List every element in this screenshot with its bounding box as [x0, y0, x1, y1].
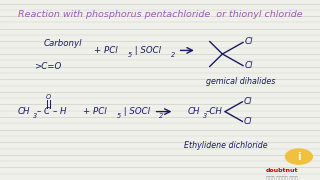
Text: C: C	[44, 107, 50, 116]
Text: –CH: –CH	[206, 107, 223, 116]
Text: –: –	[52, 107, 57, 116]
Text: gemical dihalides: gemical dihalides	[206, 77, 276, 86]
Text: 2: 2	[171, 52, 175, 58]
Text: >C=O: >C=O	[34, 62, 61, 71]
Text: Carbonyl: Carbonyl	[43, 39, 82, 48]
Text: O: O	[46, 94, 51, 100]
Text: Ethylidene dichloride: Ethylidene dichloride	[184, 141, 268, 150]
Text: Cl: Cl	[244, 37, 252, 46]
Text: i: i	[297, 152, 300, 162]
Text: doubtnut: doubtnut	[266, 168, 298, 174]
Text: 3: 3	[203, 113, 207, 119]
Text: Reaction with phosphorus pentachloride  or thionyl chloride: Reaction with phosphorus pentachloride o…	[18, 10, 302, 19]
Text: | SOCl: | SOCl	[132, 46, 161, 55]
Text: Cl: Cl	[243, 97, 252, 106]
Text: | SOCl: | SOCl	[121, 107, 150, 116]
Text: 5: 5	[117, 113, 121, 119]
Text: 2: 2	[159, 113, 164, 119]
Text: + PCl: + PCl	[83, 107, 107, 116]
Text: –: –	[36, 107, 41, 116]
Text: करो पढ़ो आगे: करो पढ़ो आगे	[266, 176, 297, 180]
Text: Cl: Cl	[244, 61, 252, 70]
Circle shape	[285, 149, 312, 164]
Text: 3: 3	[33, 113, 37, 119]
Text: CH: CH	[187, 107, 200, 116]
Text: CH: CH	[18, 107, 30, 116]
Text: Cl: Cl	[243, 117, 252, 126]
Text: 5: 5	[128, 52, 132, 58]
Text: H: H	[60, 107, 67, 116]
Text: + PCl: + PCl	[94, 46, 118, 55]
